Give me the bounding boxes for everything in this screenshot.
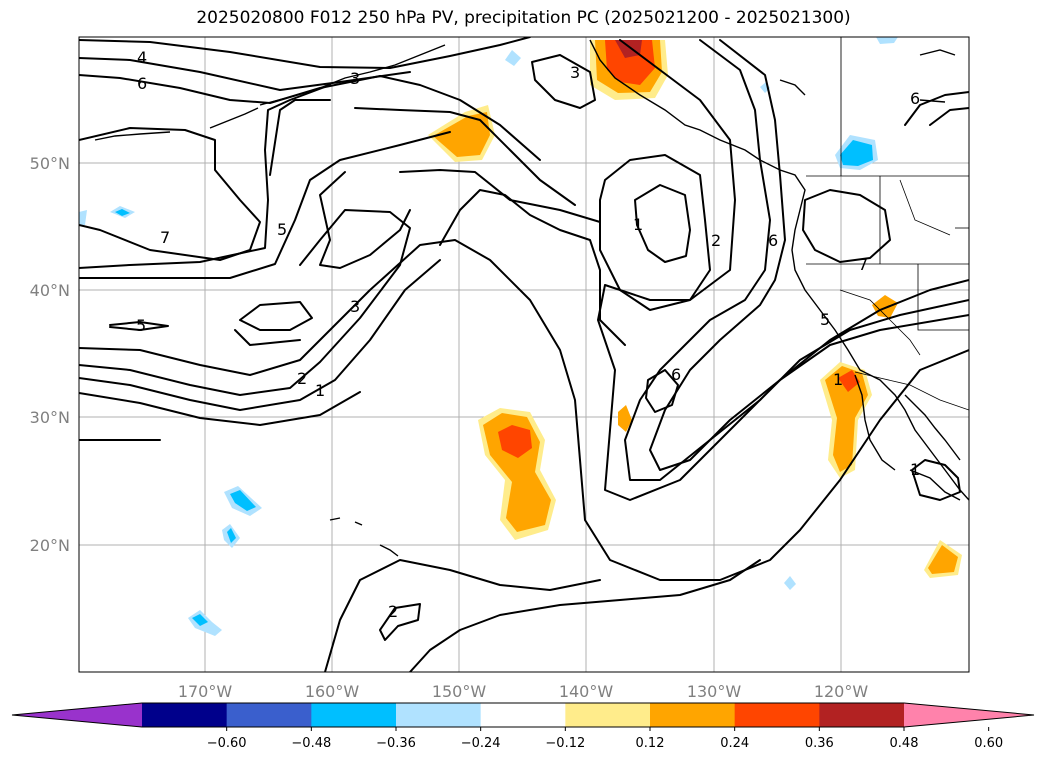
colorbar-tick-label: −0.24	[461, 736, 501, 751]
contour-label-group: 4 6 3 7 5 5 3 2 1 3 1 2 6 6 7 5 1 1 2 6	[136, 48, 920, 621]
colorbar-swatch	[650, 703, 736, 727]
lon-tick-label: 120°W	[814, 682, 869, 701]
colorbar-extend-max	[904, 703, 1034, 727]
contour-label: 2	[711, 231, 721, 250]
neg-blob-5	[505, 50, 521, 66]
colorbar-swatch	[734, 703, 820, 727]
contour-label: 1	[833, 370, 843, 389]
contour-label: 5	[277, 220, 287, 239]
colorbar-tick-label: −0.48	[291, 736, 331, 751]
colorbar-swatch	[396, 703, 482, 727]
neg-blob-rockies-mid	[840, 140, 873, 166]
chart-title: 2025020800 F012 250 hPa PV, precipitatio…	[196, 8, 851, 28]
lat-tick-label: 50°N	[30, 154, 70, 173]
colorbar-tick-label: 0.12	[636, 736, 665, 751]
colorbar-outline	[11, 702, 1035, 728]
lon-tick-label: 130°W	[687, 682, 742, 701]
contour-label: 3	[350, 69, 360, 88]
contour-label: 2	[297, 369, 307, 388]
contour-label: 2	[388, 602, 398, 621]
precip-negative-areas	[79, 37, 898, 636]
latitude-tick-labels: 50°N 40°N 30°N 20°N	[30, 154, 70, 555]
precip-blob-small	[618, 405, 632, 432]
colorbar-tick-label: 0.36	[805, 736, 834, 751]
contour-label: 6	[671, 365, 681, 384]
map-panel: 4 6 3 7 5 5 3 2 1 3 1 2 6 6 7 5 1 1 2 6	[79, 37, 969, 672]
contour-label: 3	[570, 63, 580, 82]
colorbar-tick-label: 0.24	[720, 736, 749, 751]
neg-blob-2-mid	[230, 490, 256, 511]
contour-label: 3	[350, 297, 360, 316]
neg-blob-1-mid	[115, 209, 130, 216]
contour-label: 5	[136, 316, 146, 335]
contour-label: 7	[160, 228, 170, 247]
longitude-tick-labels: 170°W 160°W 150°W 140°W 130°W 120°W	[178, 682, 869, 701]
colorbar-swatch	[311, 703, 397, 727]
contour-label: 6	[768, 231, 778, 250]
colorbar-tick-label: −0.60	[207, 736, 247, 751]
pv-contours	[79, 37, 969, 672]
contour-label: 1	[633, 215, 643, 234]
map-frame	[78, 36, 970, 673]
lon-tick-label: 150°W	[432, 682, 487, 701]
lon-tick-label: 160°W	[305, 682, 360, 701]
precip-blob-bc-core	[605, 40, 655, 85]
borders	[806, 37, 969, 411]
colorbar-tick-label: 0.48	[890, 736, 919, 751]
contour-label: 7	[858, 255, 868, 274]
neg-blob-6	[876, 37, 898, 44]
colorbar-extend-min	[12, 703, 142, 727]
lat-tick-label: 30°N	[30, 408, 70, 427]
colorbar-swatch	[226, 703, 312, 727]
contour-label: 5	[820, 310, 830, 329]
coastlines	[94, 39, 969, 557]
precip-blob-gulf-mid	[433, 112, 490, 157]
lon-tick-label: 170°W	[178, 682, 233, 701]
contour-label: 1	[315, 381, 325, 400]
precip-blob-baja-mid	[825, 366, 868, 472]
colorbar-swatch	[480, 703, 566, 727]
lat-tick-label: 20°N	[30, 536, 70, 555]
contour-label: 6	[910, 89, 920, 108]
precip-blob-sw-core	[498, 425, 532, 458]
contour-label: 1	[910, 460, 920, 479]
precip-blob-ca	[872, 295, 898, 318]
precip-blob-sw-mid	[483, 413, 551, 532]
lon-tick-label: 140°W	[559, 682, 614, 701]
colorbar-tick-label: −0.36	[376, 736, 416, 751]
contour-label: 4	[137, 48, 147, 67]
contour-label: 6	[137, 74, 147, 93]
colorbar-tick-label: −0.12	[545, 736, 585, 751]
lat-tick-label: 40°N	[30, 281, 70, 300]
colorbar: −0.60 −0.48 −0.36 −0.24 −0.12 0.12 0.24 0.36 0.4…	[11, 702, 1035, 751]
colorbar-swatch	[819, 703, 905, 727]
neg-blob-4-mid	[192, 614, 208, 626]
precip-blob-mexico-mid	[928, 545, 958, 574]
neg-blob-7	[784, 576, 796, 590]
precip-positive-areas	[428, 40, 962, 578]
neg-blob-9	[79, 210, 87, 226]
neg-blob-3-mid	[227, 528, 236, 543]
colorbar-swatch	[142, 703, 228, 727]
colorbar-swatch	[565, 703, 651, 727]
precip-blob-bc-max	[615, 40, 642, 58]
colorbar-tick-label: 0.60	[974, 736, 1003, 751]
